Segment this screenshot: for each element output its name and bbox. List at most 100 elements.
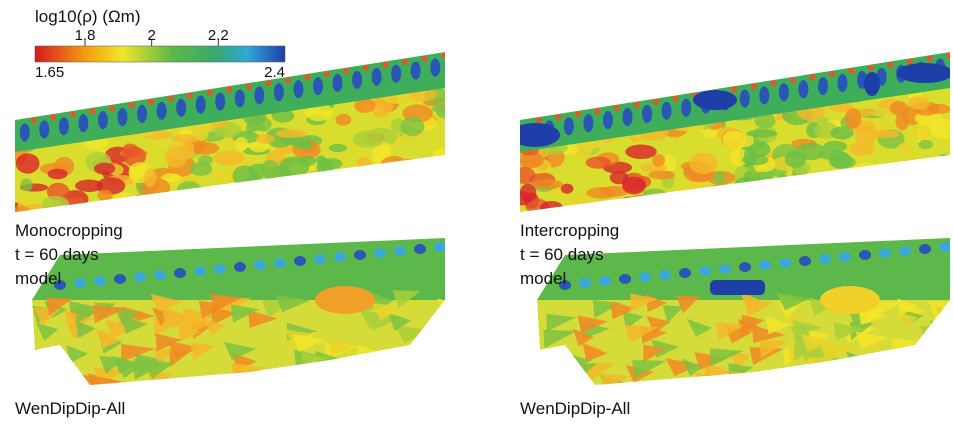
texture xyxy=(122,381,156,385)
texture xyxy=(404,158,420,181)
blue-spot xyxy=(154,270,166,280)
blue-spot xyxy=(579,278,591,288)
texture xyxy=(232,165,259,187)
texture xyxy=(807,357,834,376)
texture xyxy=(805,184,824,206)
texture xyxy=(874,369,895,385)
blue-spot xyxy=(899,246,911,256)
texture xyxy=(115,360,141,379)
blue-spot xyxy=(739,262,751,272)
texture xyxy=(659,73,678,94)
panel-label: Monocropping xyxy=(15,221,123,240)
texture xyxy=(858,195,882,210)
texture xyxy=(745,189,774,206)
texture xyxy=(865,379,890,385)
orange-spot xyxy=(574,111,581,118)
texture xyxy=(927,104,950,114)
texture xyxy=(210,307,238,326)
blue-spot xyxy=(414,244,426,254)
texture xyxy=(291,139,310,149)
blue-spot xyxy=(294,256,306,266)
texture xyxy=(730,371,751,385)
texture xyxy=(586,187,617,199)
orange-spot xyxy=(653,98,660,105)
texture xyxy=(400,166,424,187)
texture xyxy=(395,325,430,344)
blue-spot xyxy=(719,264,731,274)
texture xyxy=(431,104,445,114)
texture xyxy=(803,183,830,197)
texture xyxy=(749,346,784,365)
blue-zone xyxy=(693,90,737,110)
texture xyxy=(308,204,337,212)
texture xyxy=(910,125,931,140)
texture xyxy=(268,194,298,212)
texture xyxy=(417,185,441,199)
texture xyxy=(906,189,935,210)
texture xyxy=(445,371,474,389)
texture xyxy=(617,200,649,209)
texture xyxy=(651,382,682,385)
texture xyxy=(373,376,406,385)
texture xyxy=(328,377,358,385)
texture xyxy=(399,180,412,193)
orange-spot xyxy=(441,52,445,59)
texture xyxy=(520,93,539,103)
blue-spot xyxy=(137,104,148,123)
blue-spot xyxy=(273,83,284,102)
texture xyxy=(941,320,950,339)
texture xyxy=(930,349,950,368)
colorbar-tick-label: 2 xyxy=(147,27,155,44)
texture xyxy=(697,203,712,212)
anomaly xyxy=(315,286,375,314)
texture xyxy=(334,180,359,189)
orange-spot xyxy=(363,64,370,71)
texture xyxy=(275,129,308,139)
texture xyxy=(682,358,703,377)
texture xyxy=(760,340,789,359)
blue-spot xyxy=(434,242,445,252)
texture xyxy=(801,176,826,197)
texture xyxy=(32,347,65,366)
texture xyxy=(682,182,714,196)
texture xyxy=(144,360,175,379)
inversion-label: WenDipDip-All xyxy=(15,399,125,418)
texture xyxy=(275,294,310,313)
texture xyxy=(84,74,114,92)
texture xyxy=(938,199,950,212)
texture xyxy=(161,173,182,183)
blue-spot xyxy=(117,108,128,126)
texture xyxy=(270,192,286,204)
texture xyxy=(354,98,376,113)
texture xyxy=(335,114,352,126)
orange-spot xyxy=(594,108,601,115)
orange-spot xyxy=(868,64,875,71)
texture xyxy=(388,313,412,332)
texture xyxy=(420,338,445,357)
texture xyxy=(916,334,941,353)
texture xyxy=(572,328,594,347)
texture xyxy=(248,309,278,328)
texture xyxy=(923,366,950,385)
texture xyxy=(286,188,314,202)
texture xyxy=(662,305,684,324)
texture xyxy=(875,164,892,185)
blue-spot xyxy=(410,61,421,80)
texture xyxy=(190,196,221,208)
texture xyxy=(609,171,629,185)
texture xyxy=(762,209,781,212)
blue-spot xyxy=(54,280,66,290)
texture xyxy=(873,202,900,212)
blue-spot xyxy=(194,266,206,276)
texture xyxy=(184,190,211,212)
orange-spot xyxy=(89,108,96,115)
texture xyxy=(854,162,879,171)
texture xyxy=(741,314,765,333)
texture xyxy=(533,87,554,108)
blue-spot xyxy=(817,77,828,96)
texture xyxy=(938,332,950,351)
texture xyxy=(81,374,113,385)
texture xyxy=(326,377,349,385)
texture xyxy=(800,368,825,385)
texture xyxy=(121,343,156,362)
